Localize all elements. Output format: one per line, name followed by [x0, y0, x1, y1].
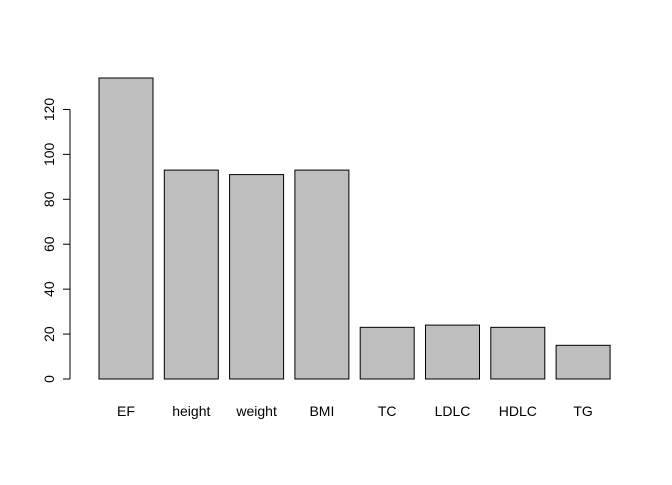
- bar-hdlc: [490, 326, 546, 380]
- y-tick-label: 120: [41, 98, 57, 122]
- bar-tc: [359, 326, 415, 380]
- x-axis-labels: EF height weight BMI TC LDLC HDLC TG: [117, 403, 593, 419]
- bar-bmi: [294, 169, 350, 380]
- y-tick-label: 0: [41, 375, 57, 383]
- y-tick-label: 20: [41, 326, 57, 342]
- x-tick-label: TG: [573, 403, 592, 419]
- x-tick-label: weight: [235, 403, 277, 419]
- x-tick-label: HDLC: [499, 403, 537, 419]
- y-tick-label: 60: [41, 236, 57, 252]
- y-tick-label: 100: [41, 142, 57, 166]
- y-tick-label: 80: [41, 191, 57, 207]
- bar-ldlc: [425, 324, 480, 380]
- bar-weight: [229, 174, 285, 380]
- bar-height: [163, 169, 219, 380]
- y-axis: 0 20 40 60 80 100 120: [41, 98, 71, 383]
- bar-tg: [555, 344, 611, 380]
- x-tick-label: LDLC: [435, 403, 471, 419]
- x-tick-label: height: [172, 403, 210, 419]
- bar-ef: [98, 77, 154, 380]
- bars-group: [98, 77, 611, 380]
- x-tick-label: TC: [378, 403, 397, 419]
- x-tick-label: BMI: [309, 403, 334, 419]
- y-tick-label: 40: [41, 281, 57, 297]
- x-tick-label: EF: [117, 403, 135, 419]
